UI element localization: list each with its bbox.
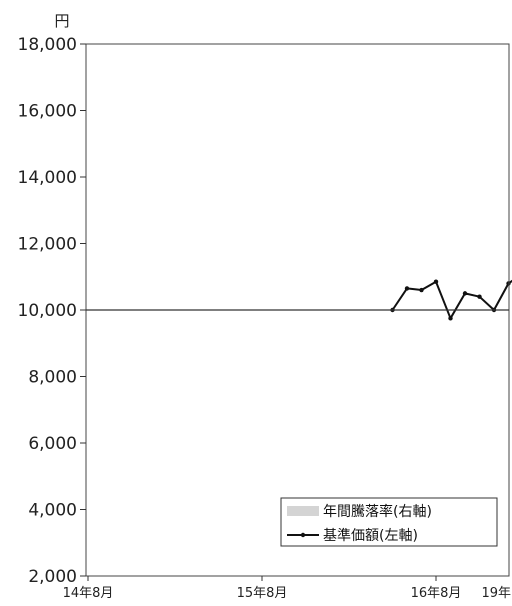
x-tick-label: 19年 [481,586,511,601]
data-point [462,291,468,296]
legend-swatch-bar [287,506,319,516]
legend: 年間騰落率(右軸) 基準価額(左軸) [280,497,498,547]
y-tick-label: 12,000 [18,235,77,255]
y-axis: 2,000 4,000 6,000 8,000 10,000 12,000 14,000 16… [18,35,86,587]
y-tick-label: 10,000 [18,301,77,321]
line-series [390,279,512,321]
data-point [477,294,482,299]
y-axis-unit-label: 円 [54,12,69,30]
y-tick-label: 2,000 [28,567,77,587]
data-point [419,287,424,293]
legend-label-bar: 年間騰落率(右軸) [323,503,432,520]
series-line [391,279,512,320]
y-tick-label: 6,000 [28,434,77,454]
y-tick-label: 4,000 [28,501,77,521]
y-tick-label: 18,000 [18,35,77,55]
x-tick-label: 15年8月 [237,586,288,601]
x-tick-label: 16年8月 [411,586,462,601]
data-point [448,316,453,321]
y-tick-label: 16,000 [18,102,77,122]
data-point [433,279,439,284]
y-tick-label: 14,000 [18,168,77,188]
x-axis: 14年8月15年8月16年8月17年8月18年8月19年 [63,576,511,601]
data-point [404,286,410,291]
legend-swatch-marker [300,532,306,538]
y-tick-label: 8,000 [28,368,77,388]
x-tick-label: 14年8月 [63,586,114,601]
legend-label-line: 基準価額(左軸) [323,527,418,544]
